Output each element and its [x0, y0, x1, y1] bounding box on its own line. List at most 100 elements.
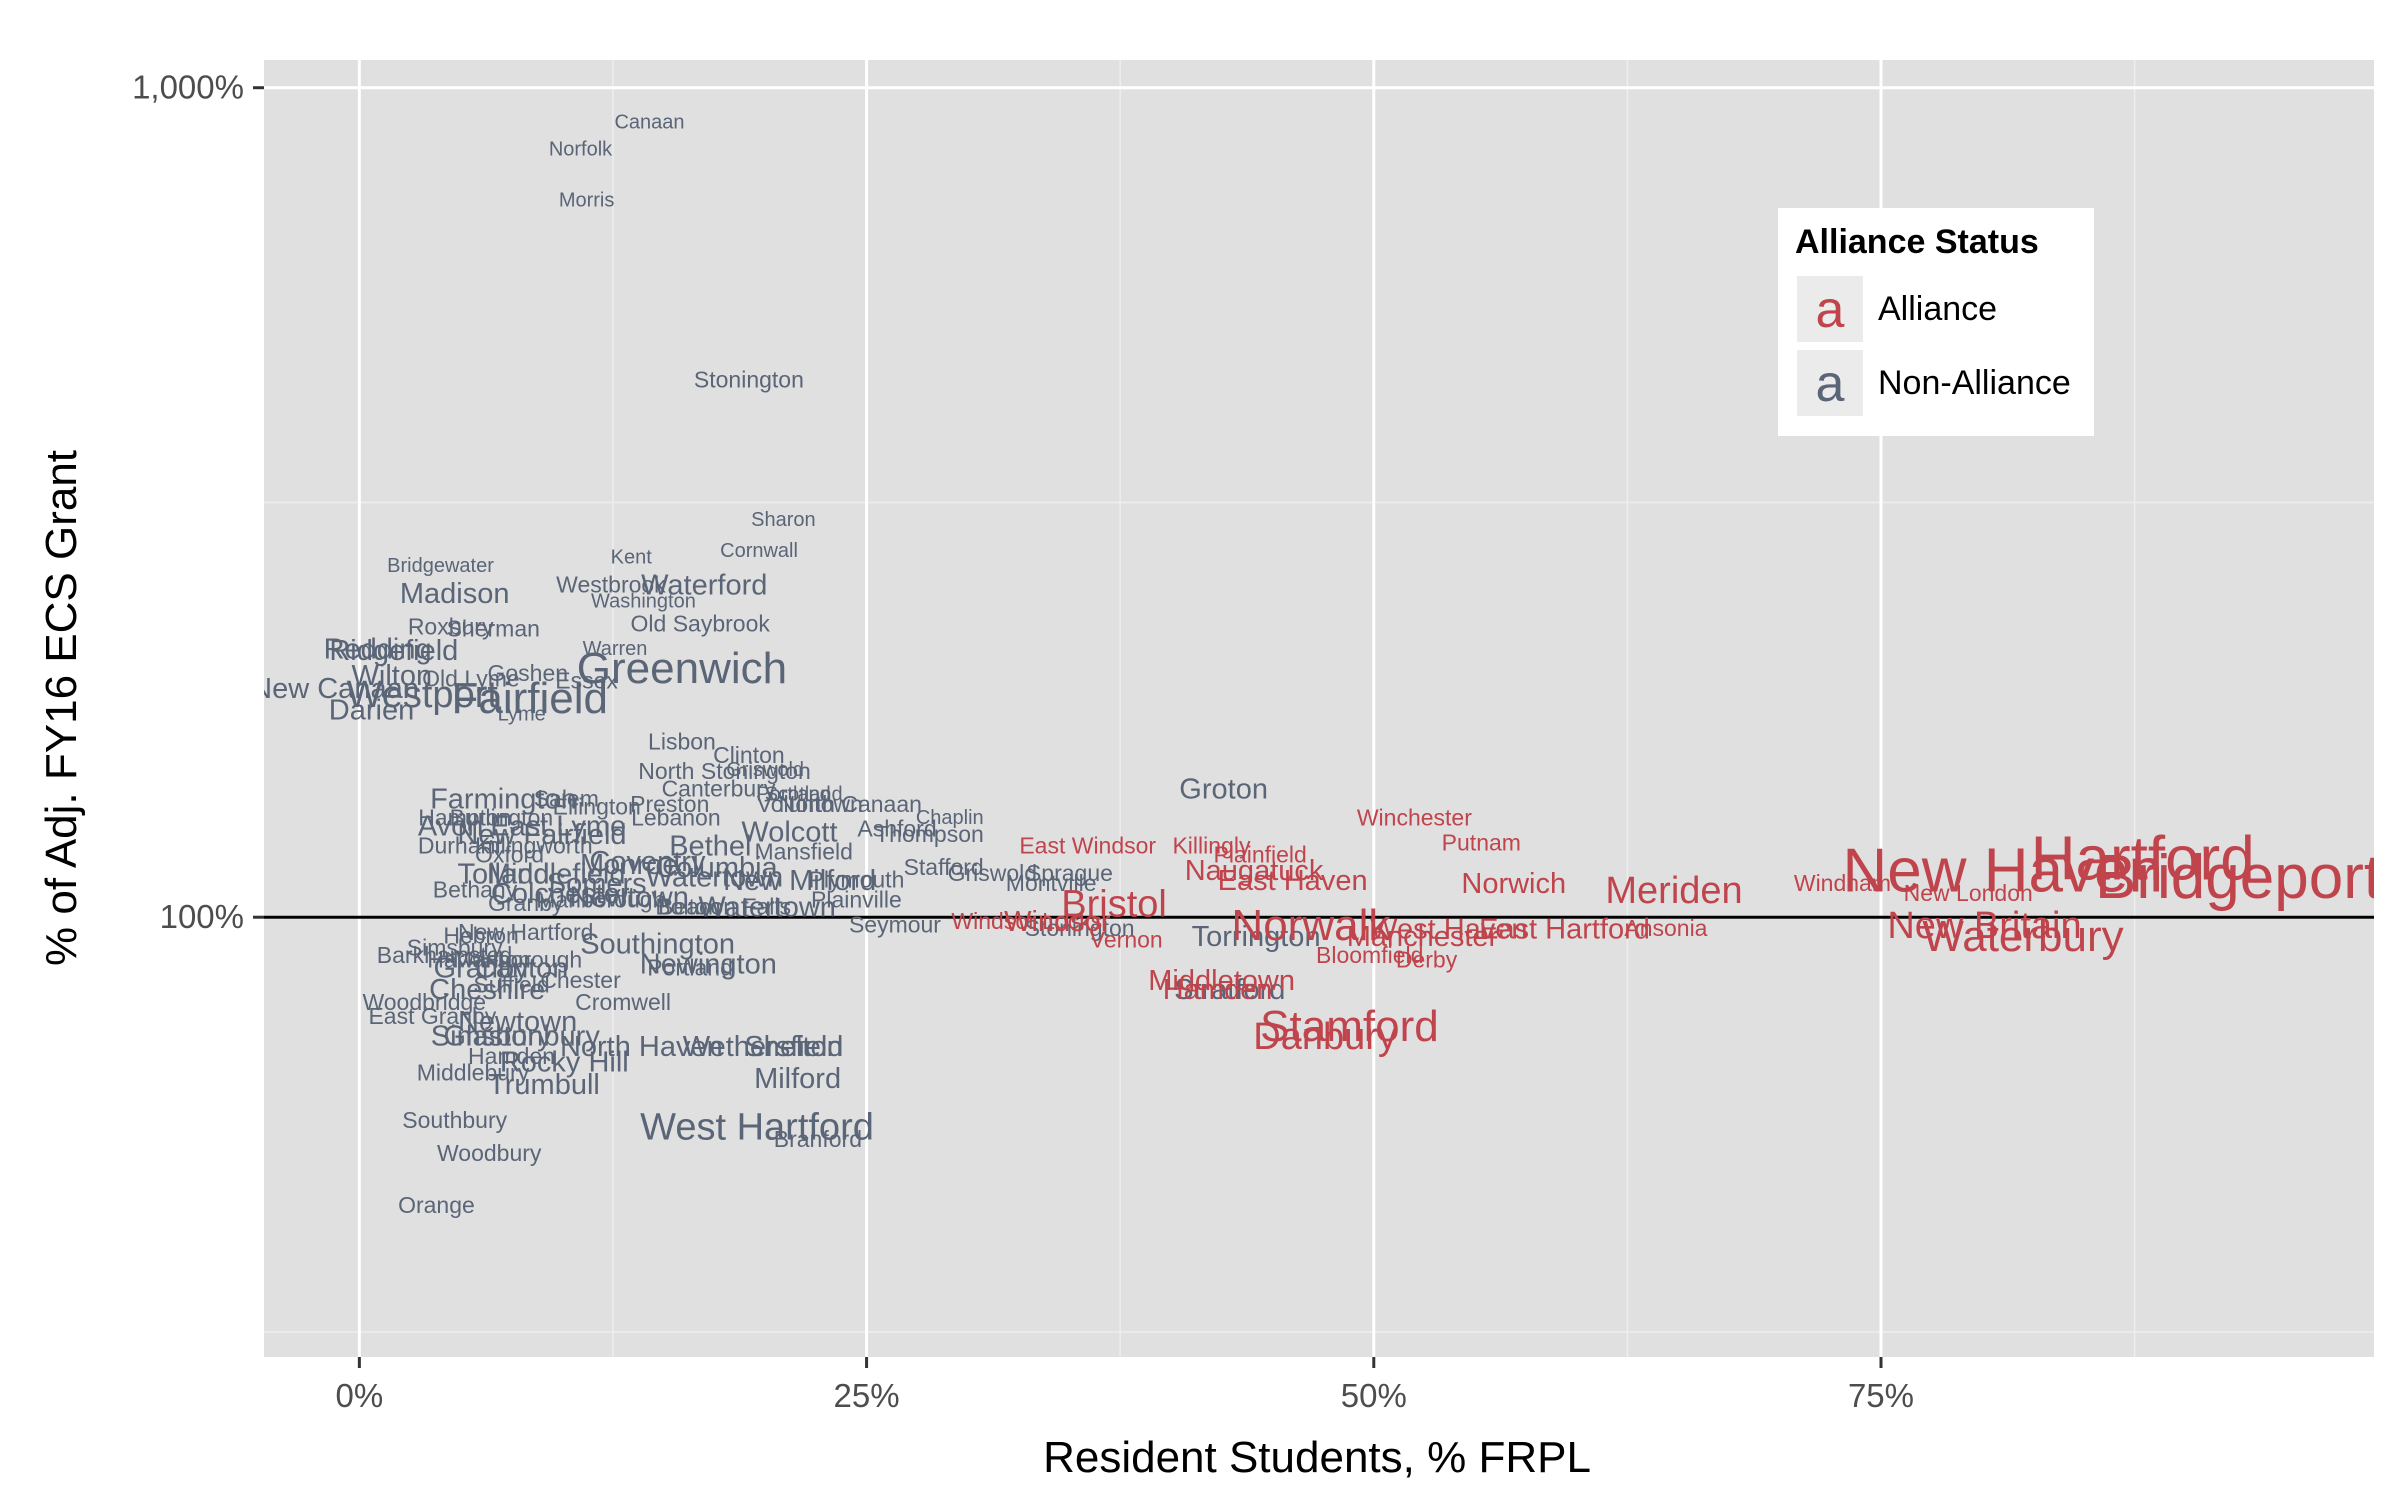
point-label-canterbury: Canterbury: [662, 775, 776, 801]
point-label-west-hartford: West Hartford: [640, 1106, 874, 1148]
point-label-new-canaan: New Canaan: [251, 673, 419, 705]
point-label-meriden: Meriden: [1605, 870, 1742, 912]
point-label-burlington: Burlington: [450, 804, 554, 830]
point-label-naugatuck: Naugatuck: [1185, 855, 1324, 887]
point-label-darien: Darien: [329, 695, 414, 727]
point-label-middlefield: Middlefield: [487, 858, 626, 890]
point-label-kent: Kent: [611, 547, 653, 569]
point-label-woodbridge: Woodbridge: [362, 989, 486, 1015]
x-axis: 0% 25% 50% 75%: [336, 1357, 1914, 1414]
point-label-bolton: Bolton: [655, 894, 720, 920]
point-label-branford: Branford: [774, 1126, 862, 1152]
legend-glyph-non-alliance: a: [1816, 355, 1845, 413]
point-label-vernon: Vernon: [1090, 927, 1163, 953]
point-label-voluntown: Voluntown: [757, 791, 863, 817]
point-label-stonington: Stonington: [694, 366, 804, 392]
point-label-griswold: Griswold: [726, 759, 804, 781]
point-label-norfolk: Norfolk: [549, 138, 613, 160]
point-label-lisbon: Lisbon: [648, 728, 716, 754]
point-label-stafford: Stafford: [904, 854, 984, 880]
point-label-winchester: Winchester: [1357, 804, 1472, 830]
point-label-hartford: Hartford: [2031, 824, 2255, 893]
point-label-hampton: Hampton: [418, 804, 511, 830]
legend: Alliance Status a Alliance a Non-Allianc…: [1778, 208, 2094, 436]
legend-key-non-alliance: [1797, 350, 1863, 416]
point-label-morris: Morris: [559, 190, 615, 212]
point-label-manchester: Manchester: [1347, 921, 1499, 953]
point-label-westport: Westport: [347, 674, 499, 716]
point-label-glastonbury: Glastonbury: [443, 1021, 600, 1053]
point-label-montville: Montville: [1006, 870, 1097, 896]
x-tick-label: 50%: [1341, 1377, 1407, 1414]
legend-glyph-alliance: a: [1816, 281, 1845, 339]
point-label-putnam: Putnam: [1442, 830, 1521, 856]
point-label-new-hartford: New Hartford: [458, 919, 593, 945]
point-label-newtown: Newtown: [570, 881, 689, 913]
point-label-bethany: Bethany: [433, 877, 518, 903]
point-label-newtown: Newtown: [458, 1006, 577, 1038]
point-label-orange: Orange: [398, 1192, 475, 1218]
point-label-tolland: Tolland: [457, 858, 549, 890]
point-label-canaan: Canaan: [614, 112, 684, 134]
y-axis: 100% 1,000%: [132, 69, 264, 935]
point-label-shelton: Shelton: [744, 1031, 842, 1063]
point-label-windsor: Windsor: [1004, 906, 1111, 938]
point-label-hebron: Hebron: [443, 923, 518, 949]
minor-gridlines: [264, 60, 2374, 1357]
point-label-farmington: Farmington: [430, 784, 577, 816]
point-label-norwich: Norwich: [1461, 868, 1566, 900]
point-label-warren: Warren: [583, 638, 648, 660]
point-label-waterford: Waterford: [641, 569, 767, 601]
point-label-east-hartford: East Hartford: [1479, 913, 1650, 945]
point-label-waterbury: Waterbury: [1922, 912, 2123, 961]
point-label-chaplin: Chaplin: [916, 807, 984, 829]
point-label-cheshire: Cheshire: [429, 974, 545, 1006]
point-label-derby: Derby: [1396, 946, 1458, 972]
point-label-simsbury: Simsbury: [431, 1021, 552, 1053]
point-label-goshen: Goshen: [487, 660, 568, 686]
point-label-bridgeport: Bridgeport: [2095, 843, 2381, 912]
point-label-wethersfield: Wethersfield: [683, 1031, 844, 1063]
point-label-new-britain: New Britain: [1887, 905, 2081, 947]
point-label-sherman: Sherman: [447, 615, 540, 641]
point-label-windham: Windham: [1794, 870, 1891, 896]
point-label-granby: Granby: [488, 890, 564, 916]
point-label-plainfield: Plainfield: [1213, 842, 1306, 868]
point-label-sprague: Sprague: [1026, 860, 1113, 886]
point-label-washington: Washington: [591, 590, 696, 612]
point-label-roxbury: Roxbury: [408, 614, 494, 640]
point-label-hamden: Hamden: [1163, 974, 1273, 1006]
point-label-somers: Somers: [547, 868, 647, 900]
point-label-greenwich: Greenwich: [577, 644, 787, 693]
y-tick-label: 1,000%: [132, 69, 244, 106]
point-label-east-windsor: East Windsor: [1019, 833, 1156, 859]
point-label-monroe: Monroe: [580, 849, 678, 881]
point-label-cornwall: Cornwall: [720, 540, 798, 562]
point-label-wilton: Wilton: [352, 660, 433, 692]
point-label-ridgefield: Ridgefield: [329, 635, 458, 667]
point-label-new-milford: New Milford: [723, 865, 876, 897]
point-label-new-haven: New Haven: [1842, 837, 2162, 906]
point-label-avon: Avon: [418, 811, 484, 843]
point-label-canton: Canton: [475, 953, 569, 985]
point-label-ashford: Ashford: [857, 815, 936, 841]
point-label-lyme: Lyme: [498, 704, 546, 726]
point-label-middlebury: Middlebury: [417, 1059, 530, 1085]
point-label-cromwell: Cromwell: [575, 989, 671, 1015]
point-label-killingly: Killingly: [1172, 833, 1250, 859]
point-label-north-canaan: North Canaan: [779, 791, 922, 817]
point-label-milford: Milford: [754, 1063, 841, 1095]
point-label-danbury: Danbury: [1253, 1016, 1397, 1058]
point-label-middletown: Middletown: [1148, 965, 1295, 997]
legend-title: Alliance Status: [1795, 223, 2039, 261]
point-label-watertown: Watertown: [698, 892, 836, 924]
x-tick-label: 0%: [336, 1377, 384, 1414]
point-label-simsbury: Simsbury: [407, 934, 503, 960]
point-label-colchester: Colchester: [491, 878, 630, 910]
point-label-groton: Groton: [1179, 774, 1268, 806]
point-label-bethel: Bethel: [669, 831, 751, 863]
point-label-beacon-falls: Beacon Falls: [658, 894, 791, 920]
point-label-hamden: Hamden: [468, 1043, 555, 1069]
